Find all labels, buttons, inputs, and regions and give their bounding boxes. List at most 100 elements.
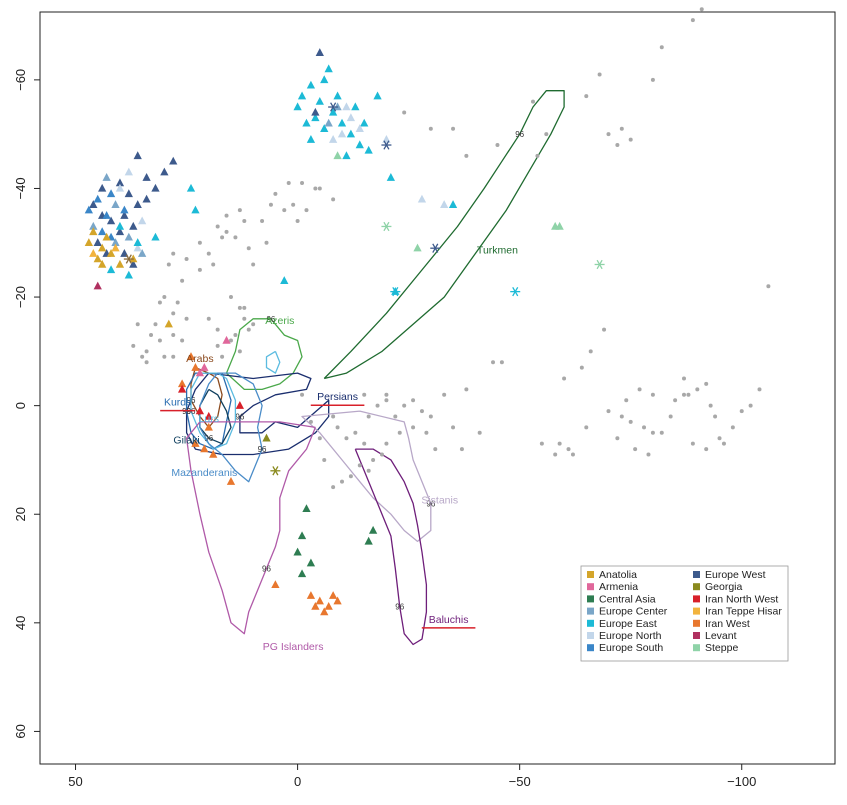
reference-point bbox=[713, 414, 718, 419]
sample-triangle-europe-south bbox=[106, 189, 116, 198]
reference-point bbox=[237, 349, 242, 354]
contour-level-label: 96 bbox=[395, 603, 404, 612]
reference-point bbox=[171, 354, 176, 359]
reference-point bbox=[362, 392, 367, 397]
sample-triangle-europe-east bbox=[337, 118, 347, 127]
sample-triangle-europe-east bbox=[320, 75, 329, 84]
reference-point bbox=[228, 338, 233, 343]
reference-point bbox=[619, 414, 624, 419]
reference-point bbox=[584, 94, 589, 99]
sample-triangle-europe-north bbox=[124, 167, 133, 176]
reference-point bbox=[295, 219, 300, 224]
ancient-sample-asterisk bbox=[381, 221, 392, 232]
sample-triangle-europe-east bbox=[373, 91, 382, 100]
reference-point bbox=[340, 479, 345, 484]
sample-triangle-armenia bbox=[222, 335, 231, 344]
reference-point bbox=[642, 425, 647, 430]
group-label-sistanis: Sistanis bbox=[421, 494, 458, 506]
sample-triangle-europe-east bbox=[306, 134, 316, 143]
legend-swatch bbox=[587, 583, 594, 591]
reference-point bbox=[251, 322, 256, 327]
reference-point bbox=[699, 7, 704, 12]
reference-point bbox=[171, 333, 176, 338]
reference-point bbox=[606, 409, 611, 414]
sample-triangle-iran-west bbox=[315, 596, 324, 605]
reference-point bbox=[237, 305, 242, 310]
reference-point bbox=[495, 143, 500, 148]
sample-triangle-europe-east bbox=[315, 96, 324, 105]
y-tick-label: 0 bbox=[13, 402, 28, 409]
legend-swatch bbox=[693, 607, 700, 615]
sample-triangle-europe-east bbox=[293, 102, 302, 111]
group-label-arabs: Arabs bbox=[186, 353, 213, 365]
axes-layer: 50 0 −50 −100 −60 −40 −20 0 20 40 60 bbox=[13, 69, 756, 789]
sample-triangle-europe-east bbox=[328, 107, 338, 116]
legend-box bbox=[580, 565, 789, 662]
sample-triangle-iran-west bbox=[226, 477, 236, 485]
sample-triangle-europe-east bbox=[320, 124, 329, 132]
sample-triangle-europe-west bbox=[124, 189, 133, 198]
reference-point bbox=[499, 360, 504, 365]
sample-triangle-europe-east bbox=[364, 145, 373, 154]
sample-triangle-steppe bbox=[333, 151, 342, 160]
legend-swatch bbox=[693, 583, 700, 591]
reference-point bbox=[451, 126, 456, 131]
sample-triangle-europe-east bbox=[151, 232, 160, 241]
group-label-gilaki: Gilaki bbox=[173, 435, 199, 447]
legend-entry: Iran West bbox=[705, 618, 750, 630]
reference-point bbox=[162, 354, 167, 359]
sample-triangle-armenia bbox=[200, 363, 209, 371]
sample-triangle-europe-east bbox=[297, 91, 307, 100]
reference-point bbox=[442, 392, 447, 397]
reference-point bbox=[757, 387, 762, 392]
sample-triangle-europe-south bbox=[120, 205, 129, 214]
sample-triangle-europe-west bbox=[133, 200, 142, 208]
contour-turkmen bbox=[323, 90, 565, 380]
reference-point bbox=[695, 387, 700, 392]
sample-triangle-europe-east bbox=[115, 221, 125, 230]
reference-point bbox=[428, 126, 433, 131]
sample-triangle-europe-east bbox=[124, 270, 133, 279]
sample-triangle-europe-south bbox=[84, 205, 93, 214]
sample-triangle-europe-east bbox=[346, 129, 356, 138]
ancient-sample-asterisk bbox=[328, 102, 339, 112]
sample-triangle-europe-south bbox=[98, 227, 107, 236]
reference-point bbox=[384, 398, 389, 403]
reference-point bbox=[131, 343, 136, 348]
reference-point bbox=[233, 333, 238, 338]
sample-triangle-central-asia bbox=[302, 504, 311, 513]
triangle-points-layer bbox=[84, 48, 564, 616]
reference-point bbox=[650, 392, 655, 397]
sample-triangle-europe-east bbox=[342, 151, 351, 160]
sample-triangle-anatolia bbox=[102, 232, 111, 241]
x-tick-label: 50 bbox=[68, 774, 82, 789]
sample-triangle-europe-north bbox=[115, 183, 125, 192]
sample-triangle-europe-west bbox=[142, 194, 151, 203]
ancient-sample-asterisk bbox=[123, 254, 134, 264]
sample-triangle-europe-north bbox=[337, 129, 347, 138]
sample-triangle-iran-west bbox=[191, 363, 200, 371]
gray-points-layer bbox=[131, 7, 771, 490]
reference-point bbox=[428, 414, 433, 419]
sample-triangle-europe-north bbox=[328, 134, 338, 143]
x-tick-label: 0 bbox=[294, 774, 301, 789]
sample-triangle-iran-west bbox=[306, 591, 316, 599]
reference-point bbox=[379, 452, 384, 457]
sample-triangle-europe-east bbox=[106, 265, 116, 274]
reference-point bbox=[344, 436, 349, 441]
legend-swatch bbox=[587, 632, 594, 639]
sample-triangle-europe-west bbox=[151, 183, 160, 192]
group-label-baluchis: Baluchis bbox=[429, 614, 469, 626]
reference-point bbox=[335, 425, 340, 430]
sample-triangle-central-asia bbox=[368, 525, 378, 534]
reference-point bbox=[331, 485, 336, 490]
sample-triangle-europe-west bbox=[169, 156, 178, 165]
reference-point bbox=[237, 208, 242, 213]
sample-triangle-europe-east bbox=[448, 200, 458, 208]
sample-triangle-central-asia bbox=[297, 569, 307, 578]
reference-point bbox=[300, 181, 305, 186]
reference-point bbox=[331, 197, 336, 202]
sample-triangle-europe-center bbox=[124, 232, 133, 241]
reference-point bbox=[197, 240, 202, 245]
